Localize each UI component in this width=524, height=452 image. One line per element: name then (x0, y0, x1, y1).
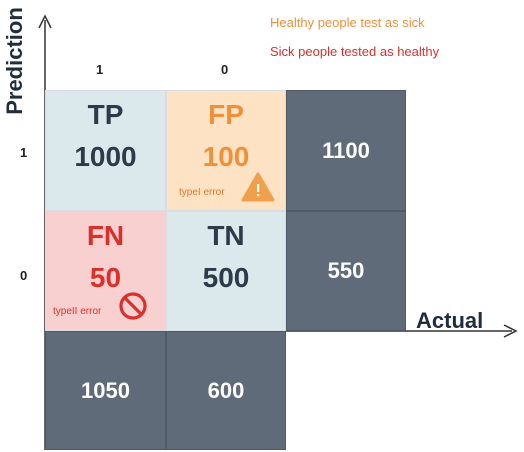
tp-value: 1000 (74, 141, 137, 172)
tn-cell: TN 500 (166, 211, 286, 331)
total-row-0-value: 550 (327, 258, 365, 283)
tp-cell: TP 1000 (45, 90, 166, 211)
total-col-1-value: 1050 (81, 377, 130, 403)
total-row-1: 1100 (286, 90, 406, 211)
warning-triangle-icon (241, 172, 275, 202)
fp-cell: FP 100 typeI error (166, 90, 286, 211)
fp-error-label: typeI error (179, 187, 225, 198)
x-axis-label: Actual (416, 308, 484, 333)
fp-label: FP (208, 99, 244, 130)
fn-note: Sick people tested as healthy (270, 44, 440, 59)
fn-value: 50 (89, 262, 122, 293)
fn-cell: FN 50 typeII error (45, 211, 166, 331)
total-row-1-value: 1100 (322, 137, 370, 163)
prohibited-icon (119, 292, 147, 320)
y-tick-1: 1 (20, 145, 28, 160)
fp-value: 100 (202, 141, 250, 172)
total-col-1: 1050 (45, 331, 166, 450)
fn-label: FN (86, 220, 125, 251)
total-col-0: 600 (166, 331, 286, 450)
y-tick-0: 0 (20, 268, 28, 283)
tn-value: 500 (202, 262, 250, 293)
x-tick-0: 0 (221, 62, 229, 77)
fn-error-label: typeII error (53, 306, 102, 317)
x-tick-1: 1 (96, 62, 104, 77)
tn-label: TN (207, 220, 245, 251)
total-col-0-value: 600 (207, 377, 245, 403)
fp-note: Healthy people test as sick (270, 15, 425, 30)
tp-label: TP (87, 99, 124, 130)
y-axis-label: Prediction (2, 7, 27, 115)
total-row-0: 550 (286, 211, 406, 331)
